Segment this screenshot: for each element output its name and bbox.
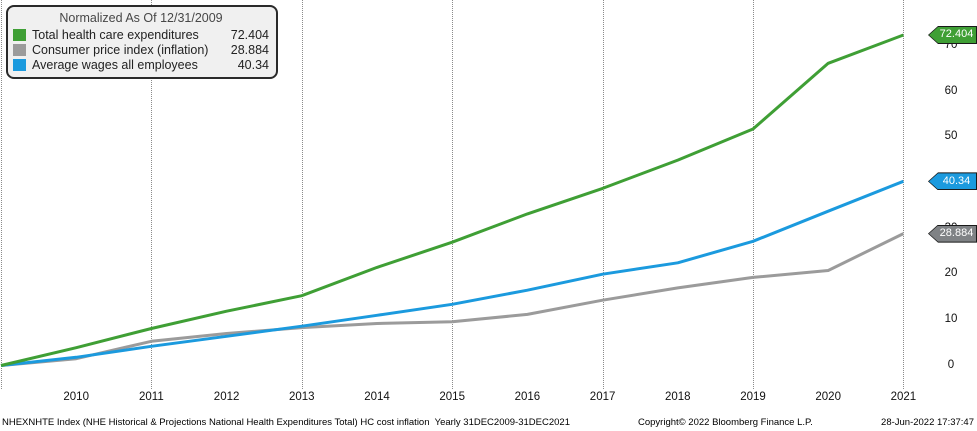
legend-swatch-blue	[13, 58, 26, 71]
x-axis-tick-label-2011: 2011	[139, 391, 164, 403]
chart-plot-area[interactable]	[0, 0, 977, 412]
x-axis-tick-label-2021: 2021	[890, 391, 917, 403]
x-axis-tick-label-2016: 2016	[514, 391, 541, 403]
last-value-tag-text: 40.34	[942, 174, 971, 187]
legend-label: Total health care expenditures	[32, 27, 199, 42]
legend-value: 28.884	[230, 42, 269, 57]
x-axis-tick-label-2014: 2014	[364, 391, 390, 403]
last-value-tag-fill: 40.34	[929, 173, 976, 190]
legend-label: Average wages all employees	[32, 57, 198, 72]
last-value-tag-text: 72.404	[939, 28, 974, 41]
legend: Normalized As Of 12/31/2009 Total health…	[6, 5, 278, 79]
y-axis-tick-label-20: 20	[944, 267, 958, 280]
gridline-2015	[452, 0, 454, 389]
legend-value: 72.404	[230, 27, 269, 42]
gridline-2011	[151, 0, 153, 389]
footer-security-description: NHEXNHTE Index (NHE Historical & Project…	[2, 417, 570, 428]
footer-datetime: 28-Jun-2022 17:37:47	[881, 417, 974, 428]
legend-label: Consumer price index (inflation)	[32, 42, 209, 57]
footer: NHEXNHTE Index (NHE Historical & Project…	[0, 417, 977, 431]
y-axis-tick-label-10: 10	[944, 312, 958, 325]
legend-swatch-green	[13, 28, 26, 41]
gridline-2009	[1, 0, 2, 389]
last-value-tag-consumer-price-index-inflation: 28.884	[928, 224, 977, 243]
legend-title: Normalized As Of 12/31/2009	[59, 11, 223, 25]
series-line-consumer-price-index-inflation	[0, 232, 905, 367]
x-axis-tick-label-2013: 2013	[289, 391, 315, 403]
legend-item-total-health-care-expenditures[interactable]: Total health care expenditures 72.404	[13, 27, 269, 42]
gridline-2019	[753, 0, 754, 389]
y-axis-tick-label-50: 50	[944, 130, 958, 143]
gridline-2017	[602, 0, 604, 389]
series-line-total-health-care-expenditures	[0, 33, 904, 367]
footer-copyright: Copyright© 2022 Bloomberg Finance L.P.	[638, 417, 813, 428]
x-axis-tick-label-2018: 2018	[665, 391, 691, 403]
y-axis-tick-label-60: 60	[944, 84, 958, 97]
x-axis-tick-label-2019: 2019	[740, 391, 766, 403]
y-axis-tick-label-0: 0	[947, 358, 955, 371]
last-value-tag-average-wages-all-employees: 40.34	[928, 172, 977, 191]
last-value-tag-text: 28.884	[939, 227, 974, 240]
last-value-tag-total-health-care-expenditures: 72.404	[928, 25, 977, 44]
last-value-tag-fill: 72.404	[929, 26, 976, 43]
last-value-tag-fill: 28.884	[929, 225, 976, 242]
gridline-2021	[903, 0, 905, 389]
legend-value: 40.34	[237, 57, 269, 72]
legend-swatch-gray	[13, 43, 26, 56]
x-axis-tick-label-2020: 2020	[815, 391, 841, 403]
legend-item-average-wages[interactable]: Average wages all employees 40.34	[13, 57, 269, 72]
x-axis-tick-label-2015: 2015	[439, 391, 465, 403]
x-axis-tick-label-2017: 2017	[589, 391, 616, 403]
x-axis-tick-label-2010: 2010	[63, 391, 89, 403]
x-axis-tick-label-2012: 2012	[213, 391, 240, 403]
gridline-2013	[301, 0, 303, 389]
legend-item-consumer-price-index[interactable]: Consumer price index (inflation) 28.884	[13, 42, 269, 57]
series-line-average-wages-all-employees	[0, 179, 904, 367]
